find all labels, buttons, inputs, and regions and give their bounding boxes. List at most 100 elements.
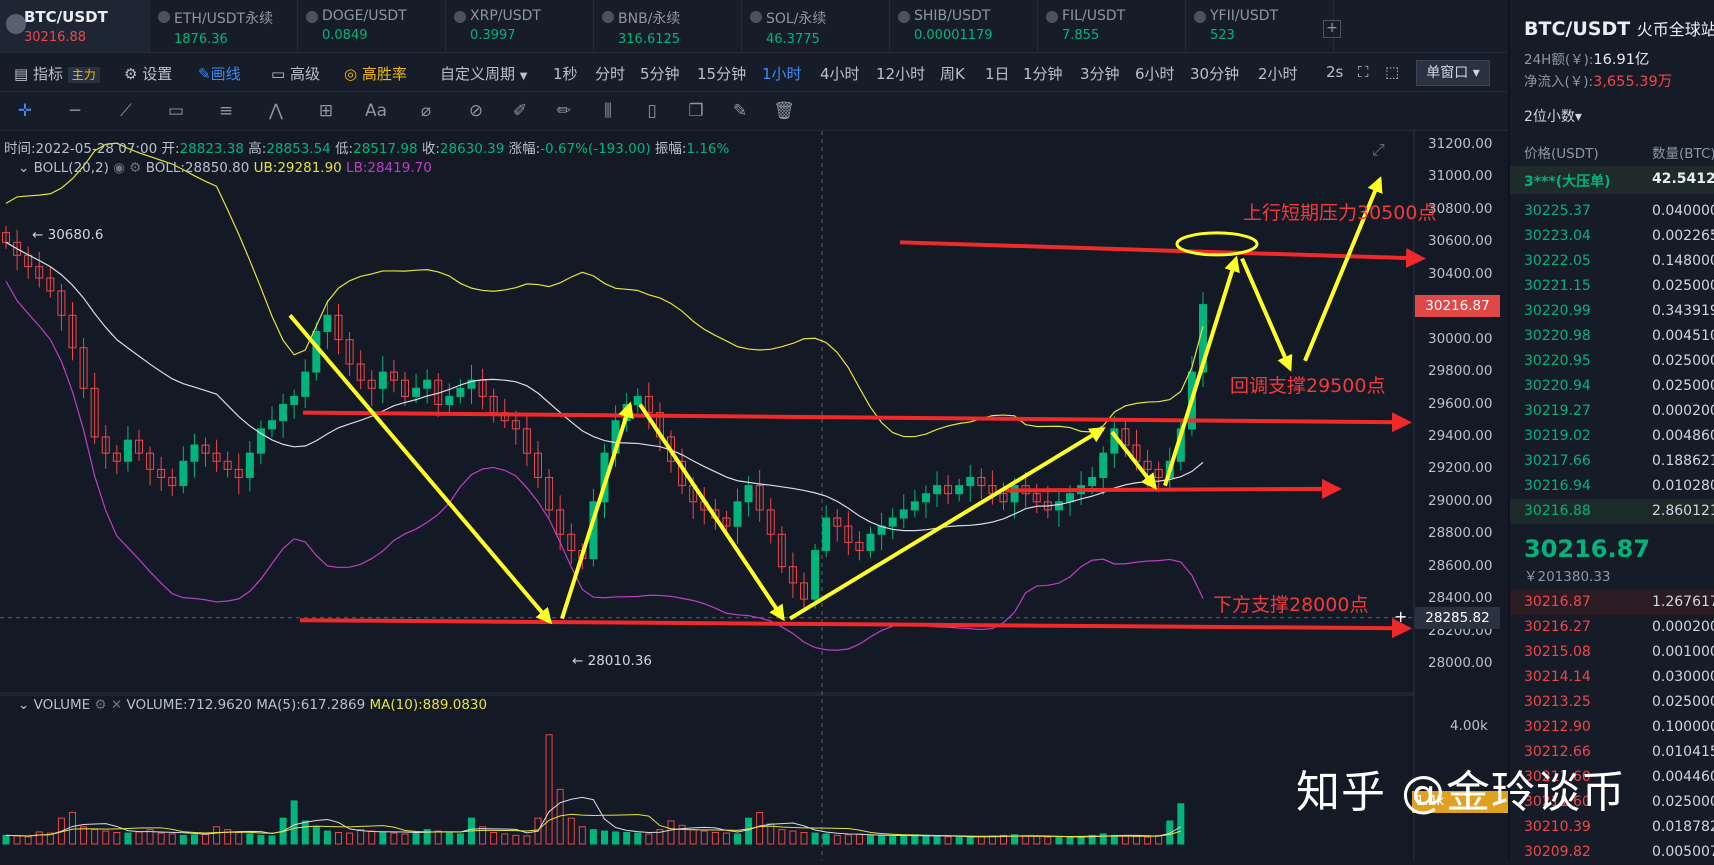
volume-bar <box>179 834 187 845</box>
period-tab[interactable]: 15分钟 <box>697 65 747 83</box>
custom-period-dropdown[interactable]: 自定义周期 ▼ <box>440 63 528 84</box>
order-book-row[interactable]: 30209.82 0.005007 <box>1510 840 1714 865</box>
gear-icon[interactable]: ⚙ <box>129 160 142 176</box>
bars-icon[interactable]: ⫼ <box>604 101 612 121</box>
symbol-tab[interactable]: XRP/USDT 0.3997 <box>446 0 594 52</box>
order-book-row[interactable]: 30210.39 0.018782 <box>1510 815 1714 840</box>
trash-icon[interactable]: 🗑 <box>773 101 795 121</box>
period-tab[interactable]: 周K <box>940 65 965 83</box>
big-order-row[interactable]: 3***(大压单) 42.541241 <box>1510 166 1714 194</box>
symbol-tab[interactable]: BTC/USDT 30216.88 <box>0 0 150 52</box>
symbol-tab[interactable]: DOGE/USDT 0.0849 <box>298 0 446 52</box>
info-open-label: 开: <box>161 141 180 157</box>
text-tool-icon[interactable]: Aa <box>365 101 388 121</box>
symbol-tab[interactable]: FIL/USDT 7.855 <box>1038 0 1186 52</box>
period-tab[interactable]: 1分钟 <box>1023 65 1063 83</box>
order-book-row[interactable]: 30212.66 0.010415 <box>1510 740 1714 765</box>
settings-button[interactable]: ⚙ 设置 <box>124 63 172 84</box>
order-book-row[interactable]: 30212.90 0.100000 <box>1510 715 1714 740</box>
period-tab[interactable]: 3分钟 <box>1080 65 1120 83</box>
fullscreen-icon[interactable]: ⛶ <box>1358 63 1369 81</box>
period-tab[interactable]: 2s <box>1326 63 1344 81</box>
volume-bar <box>1011 834 1019 845</box>
copy-icon[interactable]: ❐ <box>688 101 704 121</box>
win-rate-button[interactable]: ◎ 高胜率 <box>344 63 407 84</box>
order-book-row[interactable]: 30220.99 0.343919 <box>1510 299 1714 324</box>
order-book-row[interactable]: 30225.37 0.040000 <box>1510 199 1714 224</box>
period-tab[interactable]: 1秒 <box>553 65 578 83</box>
period-tab[interactable]: 12小时 <box>876 65 926 83</box>
period-tab[interactable]: 2小时 <box>1258 65 1298 83</box>
symbol-tab[interactable]: SHIB/USDT 0.00001179 <box>890 0 1038 52</box>
order-book-row[interactable]: 30213.25 0.025000 <box>1510 690 1714 715</box>
indicator-button[interactable]: ▤ 指标 主力 <box>14 63 100 84</box>
candle-body <box>389 371 398 381</box>
order-book-row[interactable]: 30216.87 1.267617 <box>1510 590 1714 615</box>
period-tab[interactable]: 6小时 <box>1135 65 1175 83</box>
order-book-row[interactable]: 30221.15 0.025000 <box>1510 274 1714 299</box>
order-book-row[interactable]: 30219.27 0.000200 <box>1510 399 1714 424</box>
period-tab[interactable]: 30分钟 <box>1190 65 1240 83</box>
price-axis-label: 29200.00 <box>1428 460 1493 477</box>
order-book-row[interactable]: 30220.94 0.025000 <box>1510 374 1714 399</box>
period-tab[interactable]: 5分钟 <box>640 65 680 83</box>
ruler-icon[interactable]: ✐ <box>512 101 528 121</box>
period-tab[interactable]: 1小时 <box>762 65 802 83</box>
window-mode-dropdown[interactable]: 单窗口 ▾ <box>1416 60 1490 86</box>
volume-bar <box>346 832 354 845</box>
magnet-icon[interactable]: ⌀ <box>420 101 432 121</box>
volume-bar <box>113 832 121 845</box>
order-book-row[interactable]: 30217.66 0.188621 <box>1510 449 1714 474</box>
order-book-row[interactable]: 30216.94 0.010280 <box>1510 474 1714 499</box>
horizontal-line-icon[interactable]: ─ <box>69 101 81 121</box>
parallel-lines-icon[interactable]: ≡ <box>218 101 234 121</box>
order-book-row[interactable]: 30220.95 0.025000 <box>1510 349 1714 374</box>
period-tab[interactable]: 1日 <box>985 65 1010 83</box>
pattern-icon[interactable]: ⋀ <box>269 101 283 121</box>
candle-body <box>212 452 221 462</box>
volume-ma10: MA(10):889.0830 <box>369 697 488 713</box>
trend-line-icon[interactable]: ⟋ <box>120 101 132 121</box>
pencil-icon: ✎ <box>198 65 211 83</box>
draw-button[interactable]: ✎画线 <box>198 63 241 84</box>
period-tab[interactable]: 分时 <box>595 65 626 83</box>
order-book-row[interactable]: 30223.04 0.002265 <box>1510 224 1714 249</box>
period-tab[interactable]: 4小时 <box>820 65 860 83</box>
collapse-icon[interactable]: ⌄ <box>18 697 30 713</box>
eye-icon[interactable]: ◉ <box>113 160 125 176</box>
order-book-row[interactable]: 30214.14 0.030000 <box>1510 665 1714 690</box>
order-book-row[interactable]: 30222.05 0.148000 <box>1510 249 1714 274</box>
gear-icon[interactable]: ⚙ <box>94 697 107 713</box>
order-book-row[interactable]: 30211.60 0.025000 <box>1510 790 1714 815</box>
candlestick-chart[interactable] <box>0 131 1508 860</box>
symbol-tab[interactable]: BNB/永续 316.6125 <box>594 0 742 52</box>
symbol-tab[interactable]: SOL/永续 46.3775 <box>742 0 890 52</box>
close-icon[interactable]: ✕ <box>110 697 123 713</box>
order-book-row[interactable]: 30211.60 0.004460 <box>1510 765 1714 790</box>
rectangle-icon[interactable]: ▭ <box>167 101 185 121</box>
order-book-row[interactable]: 30220.98 0.004510 <box>1510 324 1714 349</box>
collapse-icon[interactable]: ⌄ <box>18 160 30 176</box>
symbol-tab[interactable]: ETH/USDT永续 1876.36 <box>150 0 298 52</box>
crosshair-icon[interactable]: ✛ <box>17 101 33 121</box>
volume-bar <box>745 817 753 845</box>
order-book-row[interactable]: 30219.02 0.004860 <box>1510 424 1714 449</box>
expand-icon[interactable]: ⤢ <box>1372 140 1385 159</box>
hide-icon[interactable]: ▯ <box>647 101 657 121</box>
volume-bar <box>778 829 786 845</box>
edit-icon[interactable]: ✎ <box>732 101 748 121</box>
order-book-row[interactable]: 30215.08 0.001000 <box>1510 640 1714 665</box>
add-order-icon[interactable]: + <box>1394 607 1408 626</box>
brush-icon[interactable]: ✏ <box>556 101 572 121</box>
boll-lb: LB:28419.70 <box>346 160 432 176</box>
lock-icon[interactable]: ⊘ <box>468 101 484 121</box>
precision-dropdown[interactable]: 2位小数▾ <box>1524 109 1582 125</box>
volume-bar <box>1155 834 1163 845</box>
order-book-row[interactable]: 30216.27 0.000200 <box>1510 615 1714 640</box>
measure-icon[interactable]: ⊞ <box>318 101 334 121</box>
order-book-row[interactable]: 30216.88 2.860121 <box>1510 499 1714 524</box>
screenshot-icon[interactable]: ⬚ <box>1385 63 1400 81</box>
advanced-button[interactable]: ▭ 高级 <box>271 63 320 84</box>
symbol-tab[interactable]: YFII/USDT 523 <box>1186 0 1334 52</box>
add-tab-button[interactable]: + <box>1323 20 1341 38</box>
